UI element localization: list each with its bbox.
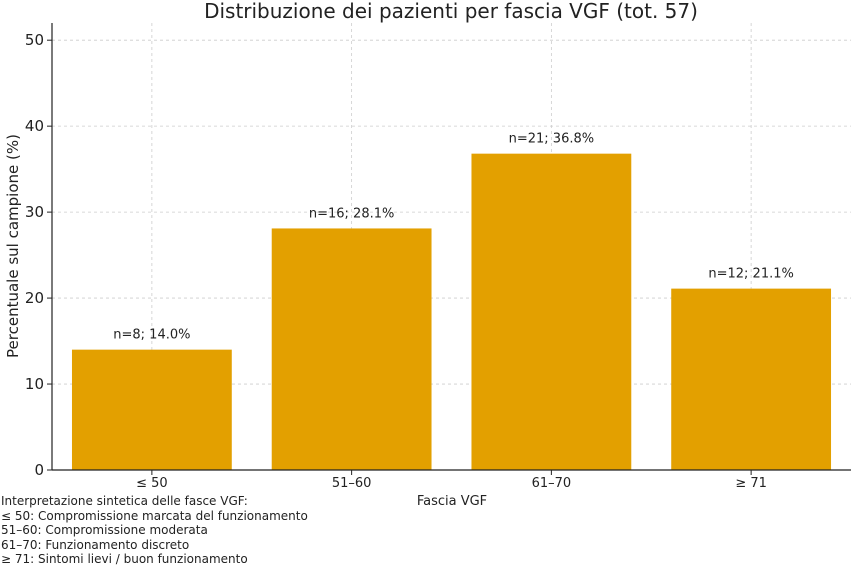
x-axis-ticks: ≤ 50 51–60 61–70 ≥ 71 [136, 470, 767, 491]
x-tick-label: 61–70 [532, 476, 572, 491]
note-line: 51–60: Compromissione moderata [1, 523, 208, 537]
interpretation-note: Interpretazione sintetica delle fasce VG… [1, 494, 308, 567]
bar [271, 228, 432, 470]
bar [671, 288, 832, 470]
bar-data-label: n=12; 21.1% [708, 267, 793, 282]
bar-data-label: n=21; 36.8% [509, 132, 594, 147]
bar [71, 349, 232, 470]
y-tick-label: 10 [25, 375, 44, 393]
y-tick-label: 30 [25, 203, 44, 221]
y-axis-ticks: 0 10 20 30 40 50 [25, 31, 52, 479]
data-labels-group: n=8; 14.0% n=16; 28.1% n=21; 36.8% n=12; 21… [113, 132, 794, 343]
x-tick-label: ≤ 50 [136, 476, 168, 491]
chart-title: Distribuzione dei pazienti per fascia VG… [204, 0, 698, 23]
y-tick-label: 20 [25, 289, 44, 307]
bar-data-label: n=8; 14.0% [113, 328, 190, 343]
y-tick-label: 0 [34, 461, 44, 479]
x-tick-label: 51–60 [332, 476, 372, 491]
bar [471, 153, 632, 470]
note-title: Interpretazione sintetica delle fasce VG… [1, 494, 248, 508]
y-tick-label: 50 [25, 31, 44, 49]
y-tick-label: 40 [25, 117, 44, 135]
note-line: 61–70: Funzionamento discreto [1, 537, 190, 552]
bar-data-label: n=16; 28.1% [309, 206, 394, 221]
y-axis-label: Percentuale sul campione (%) [4, 134, 22, 358]
bars-group [71, 153, 832, 470]
note-line: ≤ 50: Compromissione marcata del funzion… [1, 508, 308, 523]
x-tick-label: ≥ 71 [735, 476, 767, 491]
x-axis-label: Fascia VGF [417, 494, 487, 509]
note-line: ≥ 71: Sintomi lievi / buon funzionamento [1, 552, 248, 566]
